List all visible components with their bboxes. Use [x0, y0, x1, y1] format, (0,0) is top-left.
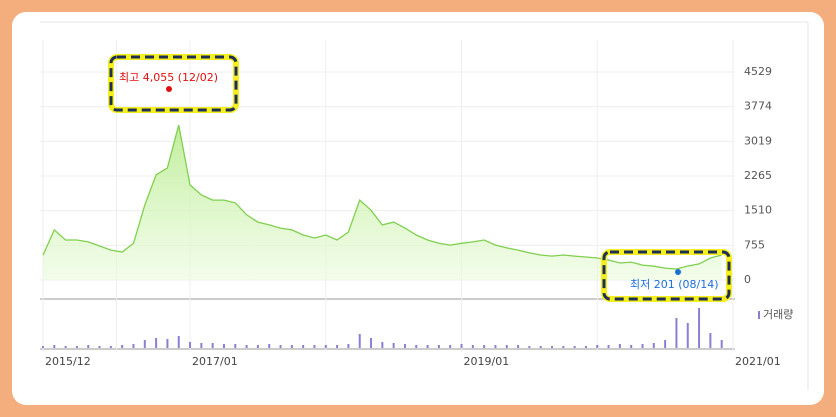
high-annotation: 최고 4,055 (12/02)	[119, 71, 218, 84]
y-tick-label: 3019	[744, 134, 772, 147]
volume-bar	[652, 343, 655, 348]
highlight	[602, 250, 731, 301]
y-tick-label: 755	[744, 238, 765, 251]
volume-bar	[494, 345, 497, 348]
volume-bar	[426, 345, 429, 348]
volume-bar	[166, 339, 169, 348]
volume-bar	[336, 345, 339, 348]
volume-bar	[562, 346, 565, 348]
volume-bar	[324, 345, 327, 348]
volume-bar	[584, 346, 587, 348]
y-tick-label: 3774	[744, 100, 772, 113]
volume-bar	[75, 346, 78, 348]
volume-legend: 거래량	[763, 308, 793, 321]
volume-bar	[675, 318, 678, 348]
volume-bar	[358, 334, 361, 348]
y-tick-label: 4529	[744, 65, 772, 78]
volume-bar	[403, 344, 406, 348]
volume-bar	[64, 346, 67, 348]
volume-bar	[709, 333, 712, 348]
volume-bar	[551, 346, 554, 348]
volume-bar	[381, 342, 384, 348]
volume-bar	[42, 346, 44, 348]
volume-legend-swatch	[758, 311, 760, 319]
y-tick-label: 1510	[744, 204, 772, 217]
volume-bar	[698, 308, 701, 348]
volume-bar	[268, 344, 271, 348]
x-tick-label: 2019/01	[464, 355, 510, 368]
volume-bar	[143, 340, 146, 348]
volume-bar	[121, 345, 124, 348]
volume-bar	[279, 345, 282, 348]
volume-bar	[720, 340, 723, 348]
volume-bar	[415, 345, 418, 348]
volume-bar	[483, 345, 486, 348]
x-tick-label: 2015/12	[45, 355, 91, 368]
volume-bar	[392, 343, 395, 348]
volume-bar	[302, 345, 305, 348]
volume-bar	[539, 346, 542, 348]
volume-bar	[517, 345, 520, 348]
volume-bar	[132, 344, 135, 348]
volume-bar	[449, 345, 452, 348]
volume-bar	[596, 345, 599, 348]
x-tick-label: 2017/01	[192, 355, 238, 368]
line	[42, 124, 722, 270]
volume-bar	[177, 336, 180, 348]
volume-bar	[155, 338, 158, 348]
volume-bar	[460, 344, 463, 348]
volume-bar	[618, 344, 621, 348]
y-tick-label: 2265	[744, 169, 772, 182]
volume-bar	[222, 344, 225, 348]
volume-bar	[245, 345, 248, 348]
highlight	[109, 55, 238, 112]
volume-bar	[664, 340, 667, 348]
area	[43, 125, 722, 280]
volume-bar	[53, 345, 56, 348]
volume-bar	[528, 346, 531, 348]
volume-bar	[505, 345, 508, 348]
volume-bar	[313, 345, 316, 348]
volume-bar	[607, 345, 610, 348]
volume-bar	[370, 338, 373, 348]
volume-bar	[347, 344, 350, 348]
volume-bar	[686, 323, 689, 348]
volume-bar	[630, 345, 633, 348]
volume-bar	[87, 345, 90, 348]
high-dot	[166, 86, 172, 92]
low-annotation: 최저 201 (08/14)	[630, 278, 719, 291]
low-dot	[675, 269, 681, 275]
volume-bar	[471, 345, 474, 348]
x-tick-label: 2021/01	[735, 355, 781, 368]
volume-bar	[200, 343, 203, 348]
volume-bar	[109, 346, 112, 348]
volume-bar	[290, 345, 293, 348]
y-tick-label: 0	[744, 273, 751, 286]
volume-bar	[98, 346, 101, 348]
volume-bar	[437, 345, 440, 348]
volume-bar	[256, 345, 259, 348]
volume-bar	[641, 344, 644, 348]
volume-bar	[211, 343, 214, 348]
volume-bar	[189, 342, 192, 348]
volume-bar	[573, 346, 576, 348]
volume-bar	[234, 344, 237, 348]
